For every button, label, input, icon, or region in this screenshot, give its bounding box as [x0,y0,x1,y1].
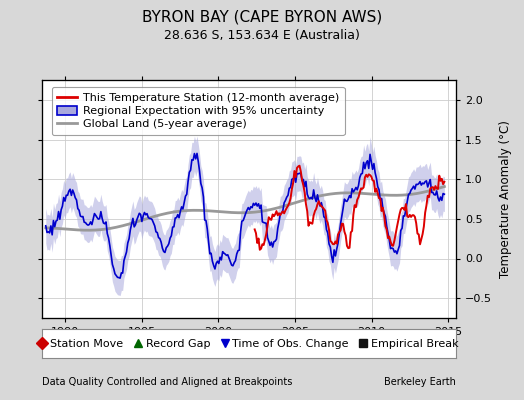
Legend: Station Move, Record Gap, Time of Obs. Change, Empirical Break: Station Move, Record Gap, Time of Obs. C… [36,335,462,352]
Text: Berkeley Earth: Berkeley Earth [384,377,456,387]
Y-axis label: Temperature Anomaly (°C): Temperature Anomaly (°C) [499,120,512,278]
Text: BYRON BAY (CAPE BYRON AWS): BYRON BAY (CAPE BYRON AWS) [142,9,382,24]
Text: 28.636 S, 153.634 E (Australia): 28.636 S, 153.634 E (Australia) [164,30,360,42]
Legend: This Temperature Station (12-month average), Regional Expectation with 95% uncer: This Temperature Station (12-month avera… [52,87,345,135]
Text: Data Quality Controlled and Aligned at Breakpoints: Data Quality Controlled and Aligned at B… [42,377,292,387]
